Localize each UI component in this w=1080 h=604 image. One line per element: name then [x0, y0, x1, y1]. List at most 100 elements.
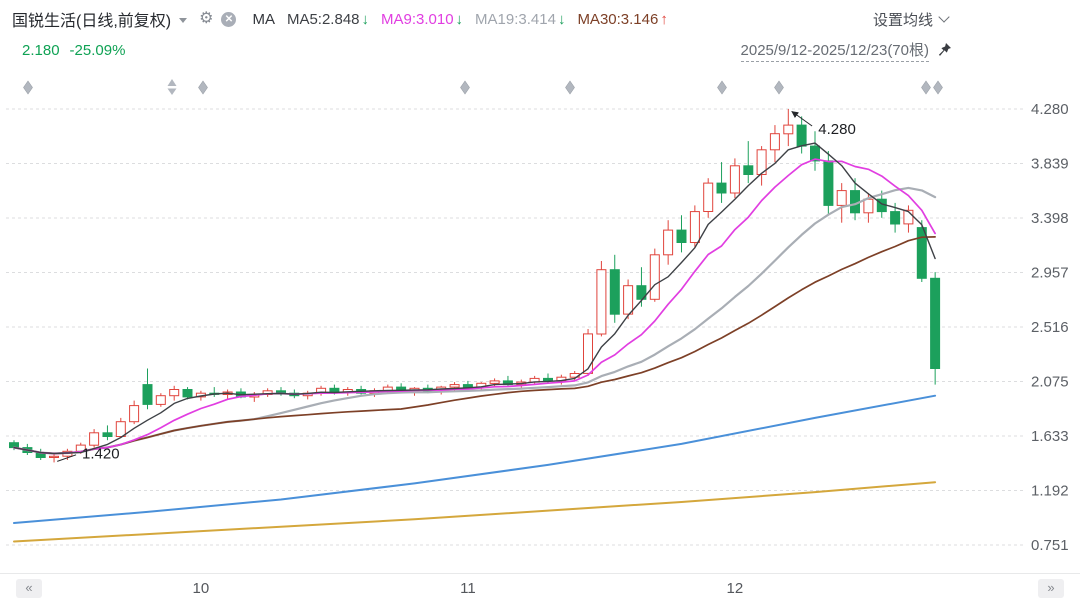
event-marker-diamond: [717, 80, 727, 95]
grid-lines: [6, 108, 1024, 546]
candle: [129, 405, 140, 423]
ma19-value: MA19:3.414: [475, 10, 556, 28]
header-left: 国锐生活(日线,前复权) ⚙ ✕ MA MA5:2.848 ↓ MA9:3.01…: [12, 7, 668, 31]
candle: [583, 333, 593, 374]
candle: [609, 269, 620, 315]
x-axis-label-month-11: 11: [460, 580, 476, 597]
y-axis-label: 1.192: [1031, 483, 1069, 500]
event-marker-diamond: [774, 80, 784, 95]
annotation-pointer: [57, 454, 77, 462]
candle: [462, 384, 473, 388]
ma30-trend-arrow: ↑: [660, 10, 668, 28]
chevron-down-icon: [938, 11, 950, 23]
ma30-value: MA30:3.146: [577, 10, 659, 28]
candle: [89, 432, 100, 446]
annotation-label: 1.420: [82, 445, 120, 462]
y-axis-label: 3.839: [1031, 156, 1069, 173]
candle: [729, 165, 740, 194]
y-axis-labels: 4.280 3.839 3.398 2.957 2.516 2.075 1.633 1.192…: [1031, 101, 1069, 554]
candle: [703, 182, 714, 212]
x-axis-label-month-10: 10: [192, 580, 210, 597]
candle: [102, 432, 113, 437]
ma30-legend: MA30:3.146 ↑: [577, 11, 667, 28]
candle: [182, 389, 193, 398]
long-term-ma-blue: [13, 394, 937, 524]
event-marker-diamond: [460, 80, 470, 95]
gear-icon[interactable]: ⚙: [199, 10, 214, 27]
ma9-value: MA9:3.010: [381, 10, 454, 28]
candle: [756, 149, 767, 176]
event-marker-down-arrow: [167, 88, 177, 95]
y-axis-label: 1.633: [1031, 428, 1069, 445]
candle: [636, 285, 647, 300]
candle: [49, 455, 59, 458]
ma-indicator-label: MA: [252, 10, 275, 28]
candle: [623, 285, 634, 315]
candle: [449, 384, 460, 388]
y-axis-label: 0.751: [1031, 537, 1069, 554]
price-row: 2.180 -25.09% 2025/9/12-2025/12/23(70根): [0, 36, 1080, 64]
dropdown-caret-icon[interactable]: [179, 17, 188, 23]
candle: [916, 227, 927, 279]
scroll-right-button[interactable]: »: [1038, 579, 1064, 598]
y-axis-label: 2.957: [1031, 265, 1069, 282]
price-change-percent: -25.09%: [69, 41, 126, 59]
candle: [142, 384, 153, 405]
x-axis-labels: 10 11 12: [0, 574, 1080, 604]
last-price: 2.180: [22, 41, 60, 59]
candle: [329, 387, 340, 393]
stock-title[interactable]: 国锐生活(日线,前复权): [12, 13, 172, 30]
ma-settings-button[interactable]: 设置均线: [872, 9, 950, 30]
ma-line-ma9: [13, 158, 936, 455]
candle: [155, 395, 166, 405]
candle: [115, 421, 126, 438]
ma9-trend-arrow: ↓: [455, 10, 464, 28]
event-marker-diamond: [921, 80, 931, 95]
long-term-ma-lines: [13, 394, 937, 543]
x-axis-label-month-12: 12: [726, 580, 744, 597]
candle: [823, 160, 834, 206]
ma-lines: [12, 142, 937, 455]
annotation-pointer: [791, 110, 813, 127]
candle: [169, 389, 180, 397]
candle: [596, 269, 607, 335]
ma19-trend-arrow: ↓: [557, 10, 566, 28]
candle: [836, 190, 847, 206]
ma5-legend: MA5:2.848 ↓: [287, 11, 369, 28]
candle: [649, 254, 660, 300]
y-axis-label: 2.075: [1031, 374, 1069, 391]
event-marker-up-arrow: [167, 79, 177, 86]
pin-icon[interactable]: [936, 42, 952, 58]
candle: [743, 165, 754, 176]
y-axis-label: 3.398: [1031, 210, 1069, 227]
x-axis-bar: 10 11 12 « »: [0, 573, 1080, 604]
ma-line-ma5: [13, 142, 936, 455]
date-range[interactable]: 2025/9/12-2025/12/23(70根): [740, 39, 929, 62]
candle: [810, 145, 820, 162]
ma19-legend: MA19:3.414 ↓: [475, 11, 565, 28]
ma-line-ma19: [12, 186, 937, 455]
y-axis-label: 4.280: [1031, 101, 1069, 118]
event-markers[interactable]: [23, 79, 943, 95]
range-info: 2025/9/12-2025/12/23(70根): [740, 39, 952, 62]
ma-line-ma30: [13, 236, 936, 455]
scroll-left-button[interactable]: «: [16, 579, 42, 598]
candle: [689, 211, 700, 244]
candle: [796, 124, 807, 147]
candle: [903, 209, 914, 225]
event-marker-diamond: [565, 80, 575, 95]
chart-header: 国锐生活(日线,前复权) ⚙ ✕ MA MA5:2.848 ↓ MA9:3.01…: [0, 0, 1080, 36]
annotation-label: 4.280: [818, 121, 856, 138]
price-info: 2.180 -25.09%: [22, 42, 125, 59]
candle: [716, 182, 727, 194]
ma-settings-label: 设置均线: [872, 11, 933, 29]
candlestick-chart[interactable]: 4.280 3.839 3.398 2.957 2.516 2.075 1.633 1.192…: [0, 64, 1080, 573]
close-icon[interactable]: ✕: [221, 11, 237, 27]
candles[interactable]: [9, 109, 941, 463]
candle: [863, 198, 874, 214]
candle: [769, 133, 780, 151]
candle: [930, 277, 941, 369]
candle: [663, 229, 674, 256]
candle: [676, 229, 687, 244]
